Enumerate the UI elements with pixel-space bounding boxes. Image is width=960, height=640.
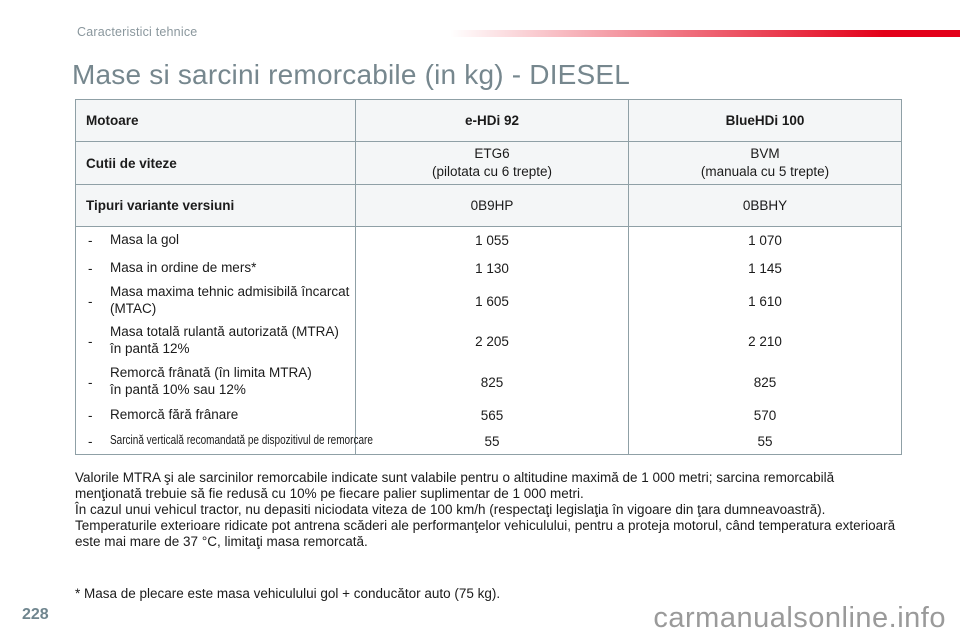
notes-block: Valorile MTRA şi ale sarcinilor remorcab… [75,470,897,550]
row-label: Masa maxima tehnic admisibilă încarcat (… [110,284,350,316]
header-engine-2: BlueHDi 100 [725,113,805,128]
row-value-2: 1 070 [748,233,782,248]
note-paragraph-temperature: Temperaturile exterioare ridicate pot an… [75,518,896,549]
dash-bullet: - [88,233,93,248]
towing-mass-table: Motoare e-HDi 92 BlueHDi 100 Cutii de vi… [75,99,902,455]
table-row: - Masa la gol 1 055 1 070 [76,227,901,254]
row-label-cell: - Remorcă fără frânare [76,402,356,428]
dash-bullet: - [88,260,93,276]
header-label-cutii: Cutii de viteze [76,142,356,184]
dash-bullet: - [88,433,93,449]
version-code-2: 0BBHY [742,198,788,213]
table-row: - Remorcă frânată (în limita MTRA) în pa… [76,362,901,402]
gearbox-2: BVM (manuala cu 5 trepte) [700,146,830,179]
row-label-cell: - Masa la gol [76,227,356,254]
row-label: Masa in ordine de mers* [110,259,257,275]
row-value-1: 1 055 [356,227,629,254]
row-label: Remorcă fără frânare [110,406,239,422]
gearbox-1: ETG6 (pilotata cu 6 trepte) [356,142,629,184]
row-label-cell: - Masa maxima tehnic admisibilă încarcat… [76,282,356,320]
dash-bullet: - [88,374,93,390]
table-row: - Masa totală rulantă autorizată (MTRA) … [76,320,901,362]
row-label: Masa la gol [110,232,180,248]
row-value-2: 2 210 [748,333,782,349]
dash-bullet: - [88,293,93,309]
row-label-cell: - Sarcină verticală recomandată pe dispo… [76,428,373,454]
row-label-cell: - Masa in ordine de mers* [76,254,356,282]
row-value-1: 55 [356,428,629,454]
row-label: Masa totală rulantă autorizată (MTRA) în… [110,324,339,356]
watermark: carmanualsonline.info [653,602,946,634]
table-row: - Remorcă fără frânare 565 570 [76,402,901,428]
row-value-2: 1 610 [748,293,782,309]
header-label-motoare: Motoare [76,100,356,141]
table-header-row-versions: Tipuri variante versiuni 0B9HP 0BBHY [76,185,901,227]
header-engine-1: e-HDi 92 [356,100,629,141]
row-label-cell: - Masa totală rulantă autorizată (MTRA) … [76,320,356,362]
header-label-tipuri: Tipuri variante versiuni [76,185,356,226]
version-code-1: 0B9HP [356,185,629,226]
row-label-cell: - Remorcă frânată (în limita MTRA) în pa… [76,362,356,402]
row-value-2: 825 [753,374,777,390]
footnote: * Masa de plecare este masa vehiculului … [75,586,501,601]
table-header-row-gearboxes: Cutii de viteze ETG6 (pilotata cu 6 trep… [76,142,901,185]
row-value-1: 565 [356,402,629,428]
note-paragraph-altitude: Valorile MTRA şi ale sarcinilor remorcab… [75,470,835,501]
row-value-1: 825 [356,362,629,402]
dash-bullet: - [88,333,93,349]
row-value-1: 1 605 [356,282,629,320]
note-paragraph-speed: În cazul unui vehicul tractor, nu depasi… [75,502,826,517]
row-value-2: 570 [753,407,777,423]
accent-stripe [450,30,960,37]
table-header-row-engines: Motoare e-HDi 92 BlueHDi 100 [76,100,901,142]
row-value-2: 55 [757,433,773,449]
dash-bullet: - [88,407,93,423]
table-row: - Sarcină verticală recomandată pe dispo… [76,428,901,454]
breadcrumb: Caracteristici tehnice [77,25,198,39]
row-value-2: 1 145 [748,260,782,276]
table-row: - Masa maxima tehnic admisibilă încarcat… [76,282,901,320]
page-title: Mase si sarcini remorcabile (in kg) - DI… [72,59,631,90]
row-value-1: 1 130 [356,254,629,282]
page-number: 228 [22,606,49,623]
table-row: - Masa in ordine de mers* 1 130 1 145 [76,254,901,282]
row-label: Sarcină verticală recomandată pe dispozi… [110,433,373,448]
row-label: Remorcă frânată (în limita MTRA) în pant… [110,365,312,397]
table-body: - Masa la gol 1 055 1 070 - Masa in ordi… [76,227,901,454]
row-value-1: 2 205 [356,320,629,362]
